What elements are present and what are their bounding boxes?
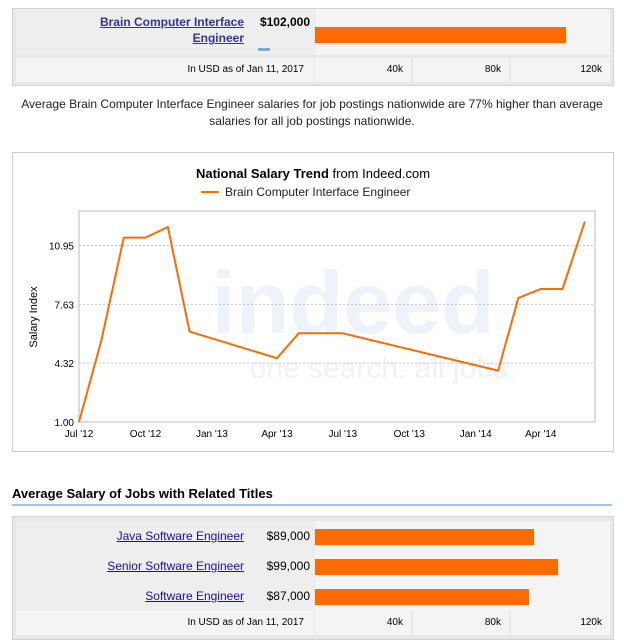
related-salary-box: Java Software Engineer $89,000 Senior So… <box>12 516 614 640</box>
grid-lines <box>79 245 595 364</box>
mini-indicator <box>258 48 270 51</box>
related-row-0-bar-cell <box>315 521 610 551</box>
top-tick-120k: 120k <box>511 58 610 82</box>
watermark-tagline: one search. all jobs. <box>250 352 517 385</box>
salary-trend-chart: indeed one search. all jobs. National Sal… <box>12 152 614 452</box>
related-tick-40k: 40k <box>315 611 411 635</box>
series-group <box>78 221 586 423</box>
related-salary-bar-2 <box>315 589 529 605</box>
legend-label: Brain Computer Interface Engineer <box>225 185 410 199</box>
x-tick-labels: Jul '12 Oct '12 Jan '13 Apr '13 Jul '13 Oct '… <box>65 429 557 440</box>
x-tick-label: Apr '14 <box>525 429 557 440</box>
x-tick-label: Jan '14 <box>460 429 492 440</box>
top-scale-row: In USD as of Jan 11, 2017 40k 80k 120k <box>13 58 613 82</box>
related-tick-80k: 80k <box>413 611 509 635</box>
related-row-1-left: Senior Software Engineer $99,000 <box>16 551 314 581</box>
y-tick-labels: 1.00 4.32 7.63 10.95 <box>49 242 74 429</box>
related-divider <box>12 504 612 506</box>
related-salary-bar-0 <box>315 529 534 545</box>
series-line <box>78 221 586 423</box>
related-row-0: Java Software Engineer $89,000 <box>13 521 613 551</box>
related-tick-120k: 120k <box>511 611 610 635</box>
watermark-logo: indeed <box>211 253 495 352</box>
x-tick-label: Jul '13 <box>328 429 357 440</box>
top-salary-left-cell: Brain Computer Interface Engineer $102,0… <box>16 9 314 55</box>
related-salary-bar-1 <box>315 559 559 575</box>
y-tick-label: 1.00 <box>55 418 75 429</box>
x-tick-label: Apr '13 <box>261 429 293 440</box>
related-scale-row: In USD as of Jan 11, 2017 40k 80k 120k <box>13 611 613 635</box>
related-salary-2: $87,000 <box>266 589 310 603</box>
top-currency-note: In USD as of Jan 11, 2017 <box>187 64 304 75</box>
related-heading: Average Salary of Jobs with Related Titl… <box>12 486 273 501</box>
chart-title: National Salary Trend from Indeed.com <box>196 166 430 181</box>
related-currency-note: In USD as of Jan 11, 2017 <box>187 617 304 628</box>
top-tick-40k: 40k <box>315 58 411 82</box>
y-tick-label: 4.32 <box>55 359 75 370</box>
x-tick-label: Oct '13 <box>394 429 426 440</box>
related-row-2-left: Software Engineer $87,000 <box>16 581 314 611</box>
x-tick-label: Jan '13 <box>196 429 228 440</box>
related-job-link-0[interactable]: Java Software Engineer <box>116 529 244 543</box>
related-salary-0: $89,000 <box>266 529 310 543</box>
related-row-0-left: Java Software Engineer $89,000 <box>16 521 314 551</box>
related-row-1-bar-cell <box>315 551 610 581</box>
related-row-2-bar-cell <box>315 581 610 611</box>
main-salary-bar <box>315 27 566 43</box>
main-salary-value: $102,000 <box>259 15 310 29</box>
x-tick-label: Oct '12 <box>130 429 162 440</box>
y-tick-label: 7.63 <box>55 300 75 311</box>
related-job-link-2[interactable]: Software Engineer <box>145 589 244 603</box>
related-row-2: Software Engineer $87,000 <box>13 581 613 611</box>
related-row-1: Senior Software Engineer $99,000 <box>13 551 613 581</box>
comparison-sentence: Average Brain Computer Interface Enginee… <box>21 97 603 128</box>
top-currency-note-cell: In USD as of Jan 11, 2017 <box>16 58 314 82</box>
plot-area <box>78 210 596 423</box>
top-salary-box: Brain Computer Interface Engineer $102,0… <box>12 8 614 86</box>
main-job-title-link[interactable]: Brain Computer Interface Engineer <box>99 15 244 45</box>
top-salary-bar-cell <box>315 9 610 55</box>
related-job-link-1[interactable]: Senior Software Engineer <box>107 559 244 573</box>
related-currency-note-cell: In USD as of Jan 11, 2017 <box>16 611 314 635</box>
x-tick-label: Jul '12 <box>65 429 94 440</box>
y-axis-label: Salary Index <box>28 286 40 348</box>
top-tick-80k: 80k <box>413 58 509 82</box>
related-salary-1: $99,000 <box>266 559 310 573</box>
top-salary-row: Brain Computer Interface Engineer $102,0… <box>13 9 613 55</box>
y-tick-label: 10.95 <box>49 242 74 253</box>
